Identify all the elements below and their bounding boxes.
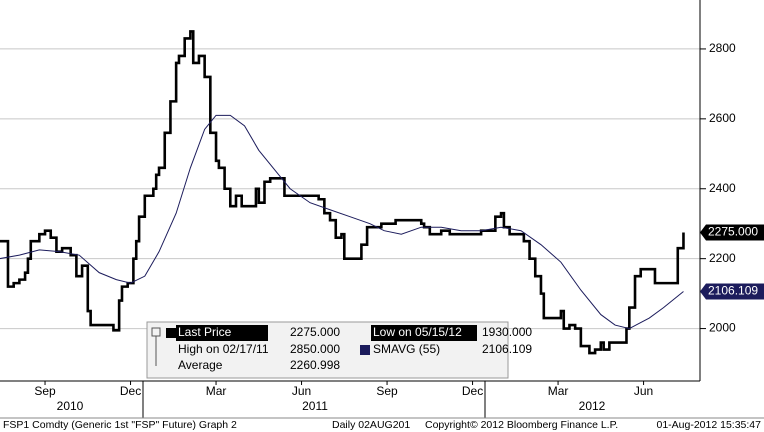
x-tick-label: Sep [34, 384, 56, 398]
last-value-label: 2106.109 [708, 284, 758, 298]
x-tick-label: Mar [206, 384, 227, 398]
year-label: 2011 [302, 399, 328, 413]
series-line [0, 114, 684, 330]
legend-label: SMAVG (55) [373, 342, 440, 356]
footer-period: Daily 02AUG201 [332, 419, 410, 431]
year-label: 2010 [57, 399, 84, 413]
x-tick-label: Mar [548, 384, 569, 398]
legend-label: High on 02/17/11 [178, 342, 269, 356]
legend-value: 2260.998 [290, 358, 340, 372]
legend-highlight [176, 325, 268, 341]
y-tick-label: 2600 [709, 111, 736, 125]
last-value-tag [700, 283, 764, 300]
y-tick-label: 2000 [709, 321, 736, 335]
series-line [0, 30, 685, 355]
legend-value: 2106.109 [482, 342, 532, 356]
legend-swatch [166, 328, 176, 338]
legend-label: Last Price [178, 325, 232, 339]
x-tick-label: Dec [120, 384, 141, 398]
legend-value: 2850.000 [290, 342, 340, 356]
y-tick-label: 2200 [709, 251, 736, 265]
footer-timestamp: 01-Aug-2012 15:35:47 [656, 419, 761, 431]
x-tick-label: Sep [376, 384, 398, 398]
last-value-label: 2275.000 [708, 225, 758, 239]
last-value-tag [700, 224, 764, 241]
x-tick-label: Jun [634, 384, 653, 398]
footer-copyright: Copyright© 2012 Bloomberg Finance L.P. [425, 419, 618, 431]
y-tick-label: 2800 [709, 41, 736, 55]
legend-label: Low on 05/15/12 [373, 325, 462, 339]
plot [0, 30, 685, 355]
year-label: 2012 [579, 399, 606, 413]
legend-value: 1930.000 [482, 325, 532, 339]
footer-ticker: FSP1 Comdty (Generic 1st "FSP" Future) G… [3, 419, 237, 431]
legend-highlight [371, 325, 477, 341]
legend: Last Price 2275.000 High on 02/17/11 2850.0… [146, 321, 532, 379]
legend-swatch [360, 345, 370, 355]
legend-value: 2275.000 [290, 325, 340, 339]
x-tick-label: Dec [462, 384, 483, 398]
legend-label: Average [178, 358, 223, 372]
x-tick-label: Jun [292, 384, 311, 398]
y-tick-label: 2400 [709, 181, 736, 195]
